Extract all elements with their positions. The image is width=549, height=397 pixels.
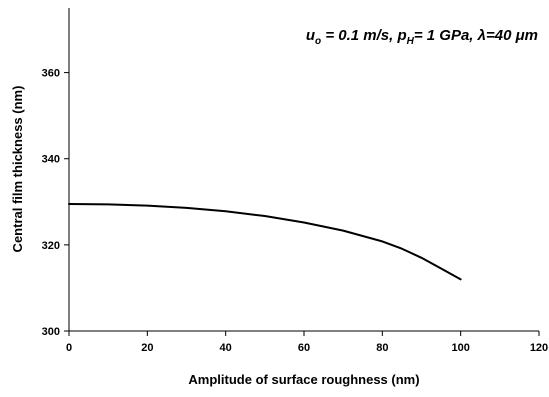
- y-tick-label: 360: [42, 68, 60, 80]
- x-tick-label: 120: [530, 342, 548, 354]
- annotation-lambda-symbol: λ: [477, 27, 486, 44]
- annotation-u-symbol: u: [306, 27, 315, 44]
- ticks: 0 20 40 60 80 100 120 300 320 340 360: [42, 68, 549, 354]
- x-tick-label: 80: [376, 342, 388, 354]
- x-axis-title: Amplitude of surface roughness (nm): [188, 372, 419, 387]
- x-tick-label: 100: [451, 342, 469, 354]
- x-tick-label: 20: [141, 342, 153, 354]
- annotation-p-symbol: p: [396, 27, 406, 44]
- annotation-lambda-value: =40 μm: [486, 27, 538, 44]
- y-tick-label: 300: [42, 326, 60, 338]
- y-tick-label: 320: [42, 240, 60, 252]
- x-tick-label: 0: [66, 342, 72, 354]
- annotation-p-value: = 1 GPa,: [414, 27, 478, 44]
- annotation-u-subscript: o: [315, 36, 321, 47]
- y-axis-title: Central film thickness (nm): [10, 86, 25, 253]
- annotation-u-value: = 0.1 m/s,: [321, 27, 397, 44]
- series-layer: [68, 202, 462, 281]
- chart-annotation: uo = 0.1 m/s, pH= 1 GPa, λ=40 μm: [306, 27, 538, 47]
- series-line: [68, 202, 462, 281]
- y-tick-label: 340: [42, 154, 60, 166]
- x-tick-label: 60: [298, 342, 310, 354]
- x-tick-label: 40: [220, 342, 232, 354]
- axes: [68, 8, 539, 332]
- annotation-p-subscript: H: [407, 36, 415, 47]
